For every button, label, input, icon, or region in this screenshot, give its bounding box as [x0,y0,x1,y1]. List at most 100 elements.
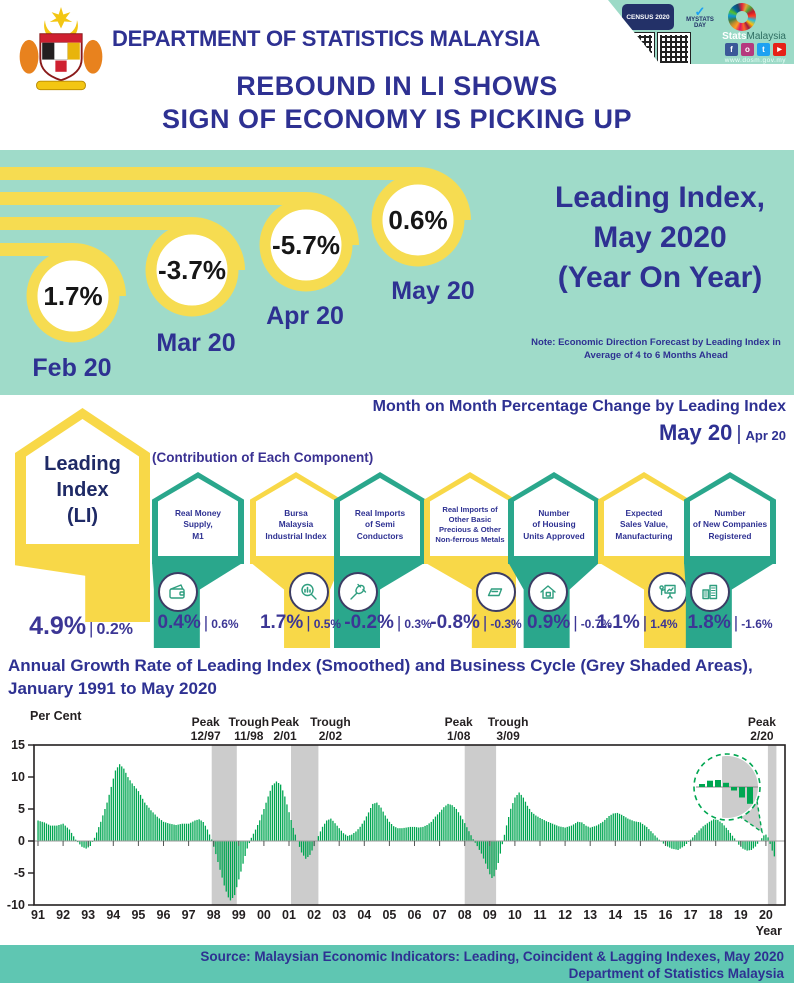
svg-text:Peak: Peak [271,715,299,729]
component-value: 0.9% | -0.7% [526,612,613,633]
chart-title-line2: January 1991 to May 2020 [8,679,217,698]
bubble-value-feb: 1.7% [43,281,102,311]
svg-text:06: 06 [408,908,422,922]
census-2020-logo: CENSUS 2020 [622,4,674,30]
house-icon [528,572,568,612]
svg-text:Peak: Peak [748,715,776,729]
svg-text:10: 10 [11,770,25,784]
component-housing-units: Number of Housing Units Approved [508,472,600,658]
bubble-label-mar: Mar 20 [156,329,236,357]
values-row: 4.9% | 0.2% 0.4% | 0.6% 1.7% | 0.5% -0.2% | 0.3%… [0,612,794,648]
mom-section-title: Month on Month Percentage Change by Lead… [372,398,786,415]
plug-icon [338,572,378,612]
svg-text:10: 10 [508,908,522,922]
instagram-icon[interactable]: o [741,43,754,56]
svg-text:-10: -10 [7,898,25,912]
svg-text:12: 12 [558,908,572,922]
hero-headline: Leading Index, May 2020 (Year On Year) [554,181,766,294]
component-name: Number of New Companies Registered [692,508,768,541]
svg-text:17: 17 [684,908,698,922]
component-name: Expected Sales Value, Manufacturing [615,508,673,541]
qr-code[interactable] [657,32,691,64]
hero-graphic: 1.7% -3.7% -5.7% 0.6% [0,167,471,343]
component-name: Real Imports of Other Basic Precious & O… [435,504,505,545]
svg-text:Peak: Peak [192,715,220,729]
leading-index-label: Leading Index (LI) [44,452,121,527]
leading-index-pentagon: Leading Index (LI) [15,408,150,558]
svg-text:97: 97 [182,908,196,922]
component-value: 1.1% | 1.4% [596,612,678,633]
chart-title: Annual Growth Rate of Leading Index (Smo… [8,654,788,700]
presentation-icon [648,572,688,612]
svg-text:Trough: Trough [310,715,351,729]
svg-text:Trough: Trough [228,715,269,729]
facebook-icon[interactable]: f [725,43,738,56]
website-link[interactable]: www.dosm.gov.my [724,57,786,64]
svg-text:2/20: 2/20 [750,729,774,743]
svg-text:11: 11 [533,908,546,922]
component-name: Bursa Malaysia Industrial Index [265,508,327,541]
svg-text:08: 08 [458,908,472,922]
sdg-wheel-logo [728,3,756,31]
component-semi-conductors: Real Imports of Semi Conductors [334,472,426,658]
svg-text:11/98: 11/98 [234,729,264,743]
svg-text:0: 0 [18,834,25,848]
component-bursa-malaysia: Bursa Malaysia Industrial Index [250,472,342,658]
bubble-label-apr: Apr 20 [266,302,344,330]
svg-text:91: 91 [31,908,45,922]
component-value: -0.8% | -0.3% [430,612,522,633]
svg-text:18: 18 [709,908,723,922]
bubble-label-feb: Feb 20 [32,354,112,382]
svg-text:19: 19 [734,908,748,922]
footer-source: Source: Malaysian Economic Indicators: L… [0,945,794,983]
qr-code[interactable] [621,32,655,64]
svg-text:01: 01 [282,908,296,922]
bubble-value-apr: -5.7% [272,230,340,260]
svg-text:Year: Year [756,924,783,938]
header: DEPARTMENT OF STATISTICS MALAYSIA CENSUS… [0,0,794,150]
svg-text:05: 05 [382,908,396,922]
component-nonferrous-metals: Real Imports of Other Basic Precious & O… [424,472,516,658]
wallet-icon [158,572,198,612]
chart-title-line1: Annual Growth Rate of Leading Index (Smo… [8,656,753,675]
leading-index-block: Leading Index (LI) [15,408,150,640]
svg-text:16: 16 [659,908,673,922]
stats-malaysia-brand: StatsMalaysia [722,31,786,42]
svg-text:1/08: 1/08 [447,729,471,743]
footer-line1: Source: Malaysian Economic Indicators: L… [200,949,784,964]
contribution-label: (Contribution of Each Component) [152,450,374,465]
svg-text:99: 99 [232,908,246,922]
svg-text:5: 5 [18,802,25,816]
component-value: 1.8% | -1.6% [687,612,773,633]
svg-text:13: 13 [583,908,597,922]
svg-text:96: 96 [157,908,171,922]
twitter-icon[interactable]: t [757,43,770,56]
svg-text:15: 15 [633,908,647,922]
component-new-companies: Number of New Companies Registered [684,472,776,658]
chart-svg: 15 10 5 0 -5 -10 91 92 93 94 95 96 97 98 99 00 01 02 03 04 0… [7,709,786,938]
li-value: 4.9% | 0.2% [29,612,133,640]
buildings-icon [690,572,730,612]
component-value: 0.4% | 0.6% [157,612,239,633]
period-previous: Apr 20 [745,428,786,443]
youtube-icon[interactable]: ▶ [773,43,786,56]
svg-text:02: 02 [307,908,321,922]
svg-text:-5: -5 [14,866,25,880]
period-current: May 20 [658,420,733,445]
footer-line2: Department of Statistics Malaysia [568,966,784,981]
chart-magnifier-icon [289,572,329,612]
svg-text:20: 20 [759,908,773,922]
component-name: Real Money Supply, M1 [174,508,222,541]
svg-text:03: 03 [332,908,346,922]
main-title-line1: REBOUND IN LI SHOWS [236,71,558,101]
mystats-day-logo: ✓ MYSTATS DAY [686,3,714,30]
social-icons-row: f o t ▶ [725,43,786,56]
main-title-line2: SIGN OF ECONOMY IS PICKING UP [161,104,633,134]
component-name: Real Imports of Semi Conductors [354,508,406,541]
svg-text:Peak: Peak [445,715,473,729]
bubble-value-mar: -3.7% [158,255,226,285]
component-value: 1.7% | 0.5% [259,612,342,633]
bubble-value-may: 0.6% [388,205,447,235]
hero-note: Note: Economic Direction Forecast by Lea… [531,337,781,361]
